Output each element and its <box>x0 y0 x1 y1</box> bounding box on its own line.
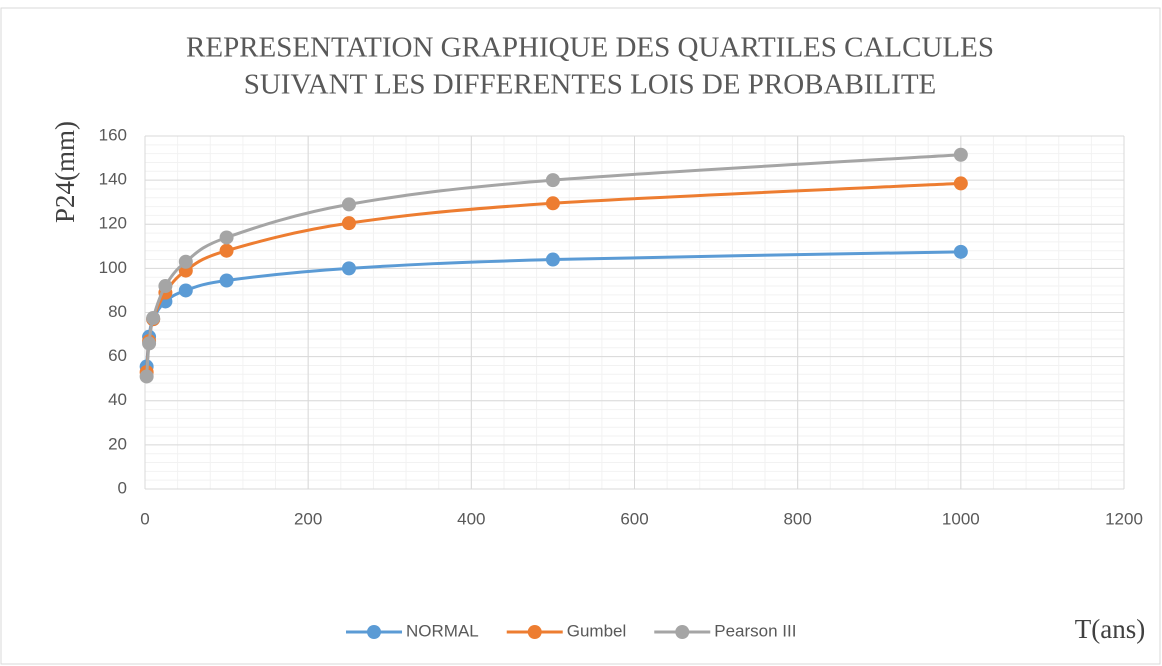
legend-marker <box>367 625 381 639</box>
data-point <box>158 279 173 294</box>
y-axis-label: P24(mm) <box>50 121 80 223</box>
data-point <box>953 147 968 162</box>
legend-label: Pearson III <box>714 621 796 640</box>
x-tick-label: 400 <box>457 509 485 528</box>
data-point <box>341 261 356 276</box>
data-point <box>142 336 157 351</box>
chart-title: SUIVANT LES DIFFERENTES LOIS DE PROBABIL… <box>244 69 937 101</box>
data-point <box>545 173 560 188</box>
data-point <box>178 283 193 298</box>
x-tick-label: 200 <box>294 509 322 528</box>
y-tick-label: 120 <box>99 214 127 233</box>
y-tick-label: 80 <box>108 302 127 321</box>
y-tick-label: 40 <box>108 390 127 409</box>
y-tick-label: 140 <box>99 170 127 189</box>
y-tick-label: 20 <box>108 434 127 453</box>
legend-label: Gumbel <box>567 621 627 640</box>
data-point <box>545 196 560 211</box>
chart-title: REPRESENTATION GRAPHIQUE DES QUARTILES C… <box>186 32 994 64</box>
data-point <box>953 176 968 191</box>
x-tick-label: 0 <box>140 509 149 528</box>
x-tick-label: 600 <box>620 509 648 528</box>
y-tick-label: 0 <box>118 478 127 497</box>
x-axis-label: T(ans) <box>1075 614 1145 644</box>
x-tick-label: 1000 <box>942 509 980 528</box>
data-point <box>219 243 234 258</box>
data-point <box>178 254 193 269</box>
data-point <box>341 197 356 212</box>
y-tick-label: 60 <box>108 346 127 365</box>
data-point <box>219 230 234 245</box>
legend-marker <box>675 625 690 639</box>
x-tick-label: 1200 <box>1105 509 1143 528</box>
data-point <box>146 311 161 326</box>
data-point <box>953 244 968 259</box>
y-tick-label: 100 <box>99 258 127 277</box>
legend-marker <box>527 625 542 639</box>
data-point <box>545 252 560 267</box>
data-point <box>341 216 356 231</box>
x-tick-label: 800 <box>783 509 811 528</box>
data-point <box>139 369 154 384</box>
y-tick-label: 160 <box>99 125 127 144</box>
chart-frame <box>0 7 1161 665</box>
legend-label: NORMAL <box>406 621 479 640</box>
data-point <box>219 273 234 288</box>
